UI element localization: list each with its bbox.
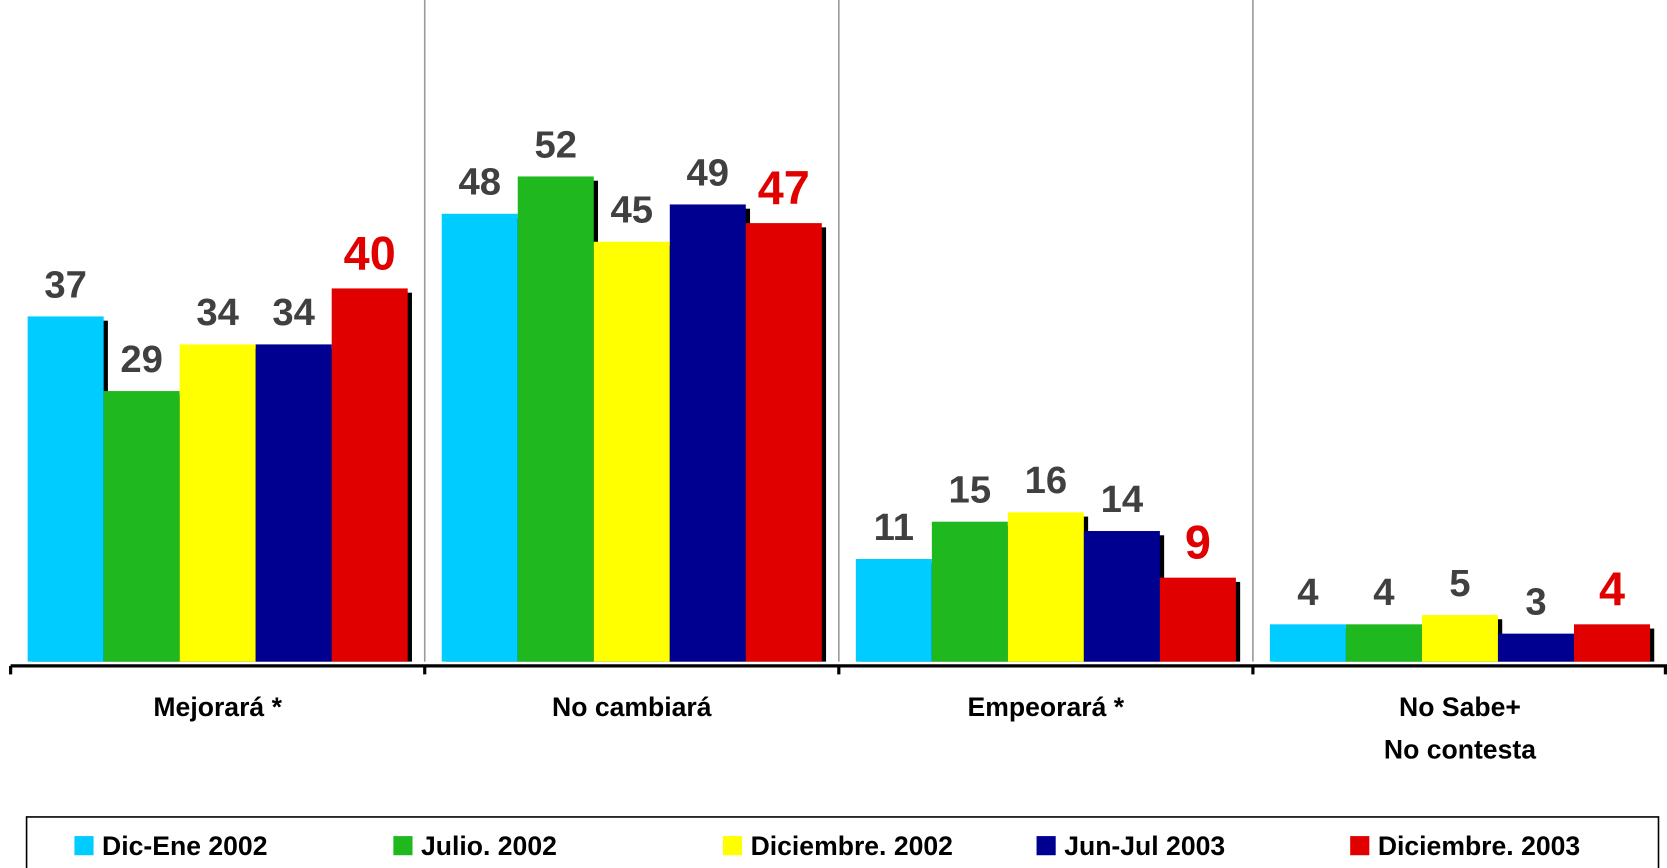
bar xyxy=(441,213,518,662)
value-label: 37 xyxy=(44,263,87,306)
bar xyxy=(855,559,932,662)
value-label: 9 xyxy=(1185,517,1211,569)
bar xyxy=(1083,531,1160,662)
value-label: 52 xyxy=(534,123,577,166)
value-label: 29 xyxy=(120,338,163,381)
value-label: 49 xyxy=(687,151,730,194)
bar xyxy=(1345,624,1422,662)
legend-label: Dic-Ene 2002 xyxy=(102,831,267,861)
legend-swatch xyxy=(393,836,413,856)
legend-label: Diciembre. 2002 xyxy=(751,831,953,861)
value-label: 34 xyxy=(196,291,239,334)
bar xyxy=(1269,624,1346,662)
bar xyxy=(1421,614,1498,662)
legend-box xyxy=(25,816,1660,868)
value-label: 5 xyxy=(1449,562,1470,605)
category-label-box: Mejorará * xyxy=(153,692,282,723)
value-label: 4 xyxy=(1297,571,1319,614)
bar xyxy=(255,344,332,662)
bar xyxy=(1573,624,1650,662)
bar xyxy=(331,288,408,662)
legend-label: Jun-Jul 2003 xyxy=(1064,831,1225,861)
bar xyxy=(179,344,256,662)
bar xyxy=(1159,577,1236,662)
value-label: 45 xyxy=(610,189,653,232)
value-label: 48 xyxy=(458,161,501,204)
legend-swatch xyxy=(1036,836,1056,856)
value-label: 16 xyxy=(1025,459,1068,502)
value-label: 15 xyxy=(949,469,992,512)
bar xyxy=(1497,633,1574,662)
value-label: 40 xyxy=(344,227,396,279)
category-label-box: No cambiará xyxy=(552,692,712,723)
value-label: 34 xyxy=(272,291,315,334)
bar xyxy=(1007,512,1084,662)
bar xyxy=(27,316,104,662)
legend-swatch xyxy=(74,836,94,856)
x-tick-label: No cambiará xyxy=(552,692,712,723)
legend-label: Diciembre. 2003 xyxy=(1378,831,1580,861)
value-label: 4 xyxy=(1599,563,1625,615)
value-label: 4 xyxy=(1373,571,1395,614)
legend-swatch xyxy=(722,836,743,856)
bar xyxy=(931,521,1008,662)
value-label: 11 xyxy=(874,506,914,549)
bar xyxy=(669,204,746,662)
legend-label: Julio. 2002 xyxy=(421,831,557,861)
value-label: 3 xyxy=(1525,580,1546,623)
x-tick-label: Empeorará * xyxy=(967,692,1125,723)
category-label-box: Empeorará * xyxy=(967,692,1125,723)
value-label: 14 xyxy=(1101,478,1144,521)
x-tick-label: Mejorará * xyxy=(153,692,282,723)
value-label: 47 xyxy=(758,162,810,214)
bar xyxy=(593,241,670,662)
legend-swatch xyxy=(1350,836,1370,856)
bar xyxy=(103,391,180,662)
bar xyxy=(745,223,822,662)
x-tick-label: No Sabe+ No contesta xyxy=(1383,692,1537,765)
category-label-box: No Sabe+ No contesta xyxy=(1383,692,1537,765)
bar xyxy=(517,176,594,662)
